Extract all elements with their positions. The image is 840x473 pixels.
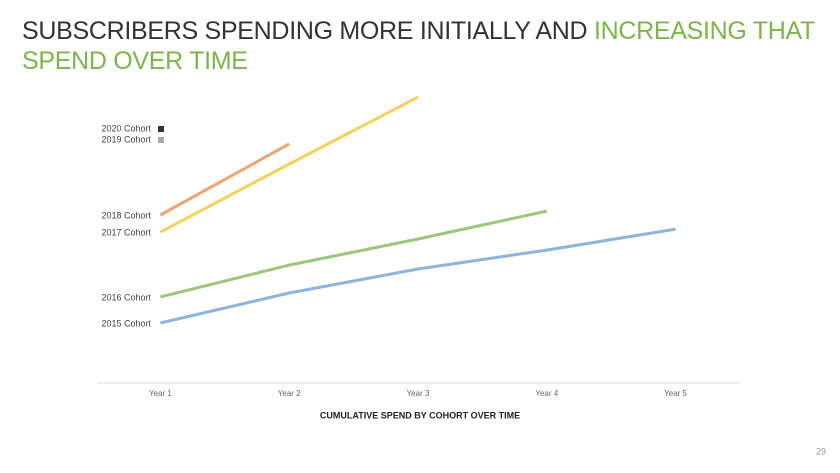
x-tick-label: Year 4 <box>535 389 558 398</box>
slide-title: SUBSCRIBERS SPENDING MORE INITIALLY AND … <box>22 16 822 76</box>
series-label: 2017 Cohort <box>101 227 151 237</box>
legend-label: 2020 Cohort <box>101 123 151 133</box>
series-line <box>159 142 290 217</box>
x-tick-label: Year 5 <box>664 389 687 398</box>
series-label: 2016 Cohort <box>101 292 151 302</box>
series-label: 2015 Cohort <box>101 318 151 328</box>
series-line <box>159 95 419 234</box>
series-label: 2018 Cohort <box>101 210 151 220</box>
title-part: SUBSCRIBERS SPENDING MORE INITIALLY AND <box>22 17 588 45</box>
legend-swatch <box>158 126 164 132</box>
series-line <box>160 209 548 299</box>
x-tick-label: Year 3 <box>407 389 430 398</box>
x-axis-label: CUMULATIVE SPEND BY COHORT OVER TIME <box>320 410 520 420</box>
page-number: 29 <box>816 446 826 456</box>
title-part: INCREASING THAT SPEND OVER TIME <box>22 17 815 75</box>
x-tick-label: Year 2 <box>278 389 301 398</box>
legend-swatch <box>158 137 164 143</box>
series-line <box>160 227 676 325</box>
x-tick-label: Year 1 <box>149 389 172 398</box>
legend-label: 2019 Cohort <box>101 134 151 144</box>
